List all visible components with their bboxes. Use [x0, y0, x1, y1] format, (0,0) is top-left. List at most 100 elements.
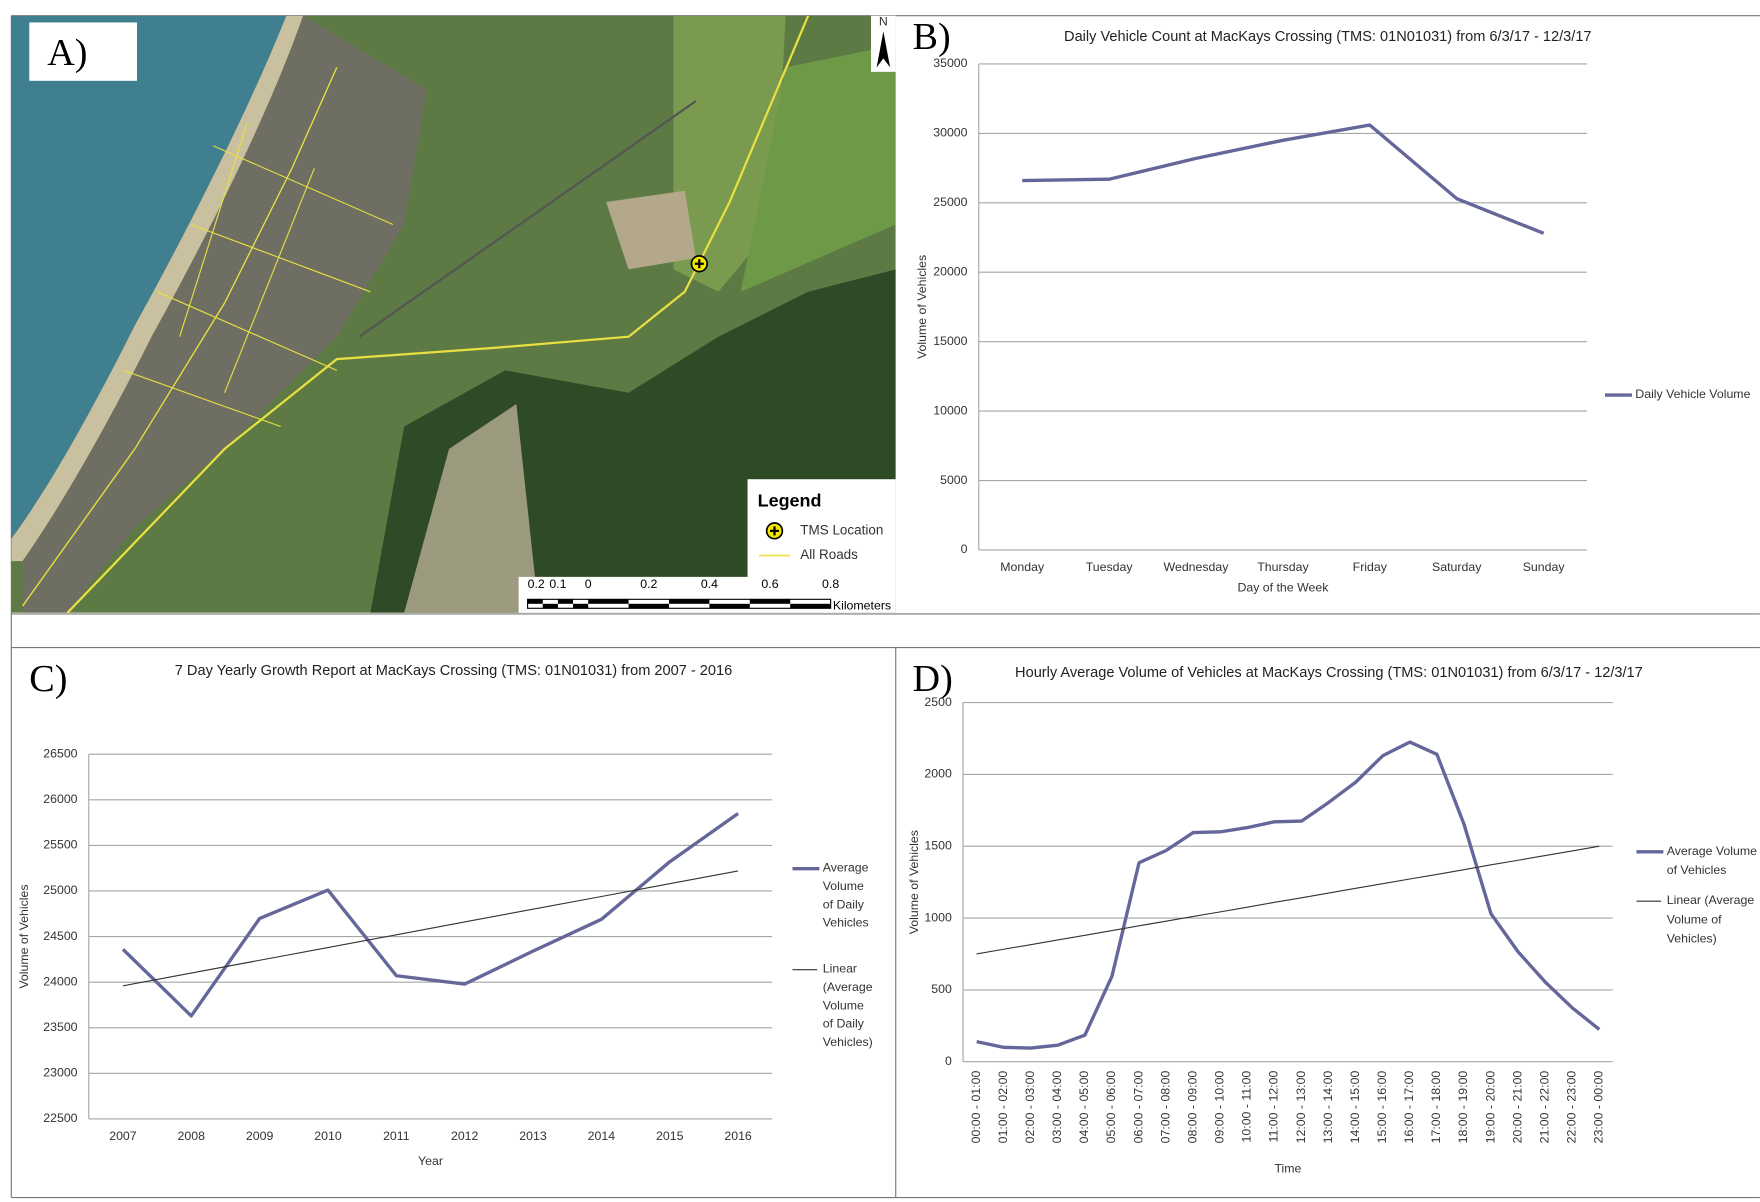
x-tick-label: 02:00 - 03:00	[1023, 1071, 1037, 1144]
y-tick-label: 10000	[933, 403, 967, 417]
x-tick-label: 17:00 - 18:00	[1429, 1071, 1443, 1144]
y-tick-label: 26500	[43, 746, 77, 760]
x-tick-label: 20:00 - 21:00	[1510, 1071, 1524, 1144]
y-axis-label: Volume of Vehicles	[915, 255, 929, 359]
y-tick-label: 500	[931, 982, 952, 996]
x-tick-label: 06:00 - 07:00	[1131, 1071, 1145, 1144]
x-tick-label: 10:00 - 11:00	[1240, 1071, 1254, 1143]
x-tick-label: Saturday	[1432, 560, 1482, 574]
x-tick-label: 16:00 - 17:00	[1402, 1071, 1416, 1144]
y-tick-label: 15000	[933, 334, 967, 348]
chart-title: Daily Vehicle Count at MacKays Crossing …	[1064, 29, 1592, 45]
y-tick-label: 30000	[933, 126, 967, 140]
x-tick-label: 2008	[178, 1129, 206, 1143]
x-tick-label: 21:00 - 22:00	[1537, 1071, 1551, 1144]
y-axis-label: Volume of Vehicles	[907, 830, 921, 934]
y-tick-label: 1500	[924, 838, 952, 852]
x-tick-label: 2010	[314, 1129, 342, 1143]
x-tick-label: 00:00 - 01:00	[969, 1071, 983, 1144]
y-tick-label: 1000	[924, 910, 952, 924]
x-tick-label: 2015	[656, 1129, 684, 1143]
x-tick-label: Monday	[1000, 560, 1045, 574]
y-tick-label: 0	[945, 1054, 952, 1068]
x-tick-label: 08:00 - 09:00	[1185, 1071, 1199, 1144]
x-tick-label: Tuesday	[1086, 560, 1134, 574]
x-tick-label: 2016	[724, 1129, 752, 1143]
scale-label: 0.2	[640, 577, 657, 591]
y-tick-label: 2000	[924, 767, 952, 781]
y-tick-label: 22500	[43, 1111, 77, 1125]
x-tick-label: 23:00 - 00:00	[1592, 1071, 1606, 1144]
legend-label: All Roads	[800, 547, 858, 562]
x-tick-label: 18:00 - 19:00	[1456, 1071, 1470, 1144]
x-tick-label: 15:00 - 16:00	[1375, 1071, 1389, 1144]
x-tick-label: 19:00 - 20:00	[1483, 1071, 1497, 1144]
x-tick-label: 09:00 - 10:00	[1213, 1071, 1227, 1144]
scale-segment	[790, 604, 830, 608]
x-tick-label: Sunday	[1523, 560, 1566, 574]
figure: A) N Legend TMS Location All Roads 0.2 0.…	[0, 0, 1760, 1202]
scale-label: 0.2	[528, 577, 545, 591]
scale-label: 0.8	[822, 577, 839, 591]
y-tick-label: 0	[961, 542, 968, 556]
x-tick-label: Thursday	[1257, 560, 1309, 574]
legend-title: Legend	[758, 490, 822, 510]
x-axis-label: Year	[418, 1154, 443, 1168]
y-tick-label: 2500	[924, 695, 952, 709]
x-tick-label: Friday	[1353, 560, 1388, 574]
x-tick-label: 2009	[246, 1129, 274, 1143]
north-label: N	[879, 15, 888, 29]
chart-title: 7 Day Yearly Growth Report at MacKays Cr…	[175, 663, 732, 679]
y-tick-label: 23000	[43, 1066, 77, 1080]
y-tick-label: 5000	[940, 473, 968, 487]
x-tick-label: 13:00 - 14:00	[1321, 1071, 1335, 1144]
x-axis-label: Time	[1274, 1162, 1301, 1176]
x-tick-label: 11:00 - 12:00	[1267, 1071, 1281, 1143]
panel-label: D)	[913, 658, 953, 700]
panel-label: A)	[47, 32, 87, 74]
y-tick-label: 20000	[933, 265, 967, 279]
scale-segment	[750, 599, 790, 603]
y-tick-label: 25000	[43, 883, 77, 897]
x-tick-label: 07:00 - 08:00	[1158, 1071, 1172, 1144]
panel-label: B)	[913, 16, 951, 58]
scale-segment	[588, 599, 628, 603]
x-axis-label: Day of the Week	[1237, 580, 1329, 594]
y-tick-label: 35000	[933, 56, 967, 70]
x-tick-label: 2011	[383, 1129, 410, 1143]
x-tick-label: 2013	[519, 1129, 547, 1143]
x-tick-label: 03:00 - 04:00	[1050, 1071, 1064, 1144]
x-tick-label: 2014	[588, 1129, 616, 1143]
y-tick-label: 24000	[43, 974, 77, 988]
map: A) N Legend TMS Location All Roads 0.2 0.…	[11, 15, 895, 613]
x-tick-label: Wednesday	[1164, 560, 1230, 574]
scale-label: 0.6	[761, 577, 778, 591]
x-tick-label: 2007	[109, 1129, 137, 1143]
scale-label: 0.1	[549, 577, 566, 591]
x-tick-label: 2012	[451, 1129, 479, 1143]
y-tick-label: 26000	[43, 792, 77, 806]
scale-unit: Kilometers	[833, 598, 891, 612]
scale-segment	[709, 604, 749, 608]
scale-segment	[629, 604, 669, 608]
x-tick-label: 12:00 - 13:00	[1294, 1071, 1308, 1144]
scale-segment	[543, 604, 558, 608]
y-tick-label: 23500	[43, 1020, 77, 1034]
panel-label: C)	[29, 658, 67, 700]
y-axis-label: Volume of Vehicles	[17, 884, 31, 988]
scale-segment	[573, 604, 588, 608]
chart-title: Hourly Average Volume of Vehicles at Mac…	[1015, 665, 1643, 681]
x-tick-label: 05:00 - 06:00	[1104, 1071, 1118, 1144]
scale-segment	[669, 599, 709, 603]
scale-label: 0	[585, 577, 592, 591]
y-tick-label: 25500	[43, 838, 77, 852]
x-tick-label: 04:00 - 05:00	[1077, 1071, 1091, 1144]
legend-label: Daily Vehicle Volume	[1635, 387, 1750, 401]
x-tick-label: 14:00 - 15:00	[1348, 1071, 1362, 1144]
y-tick-label: 25000	[933, 195, 967, 209]
y-tick-label: 24500	[43, 929, 77, 943]
scale-segment	[558, 599, 573, 603]
scale-segment	[528, 599, 543, 603]
x-tick-label: 01:00 - 02:00	[996, 1071, 1010, 1144]
legend-label: TMS Location	[800, 522, 883, 537]
